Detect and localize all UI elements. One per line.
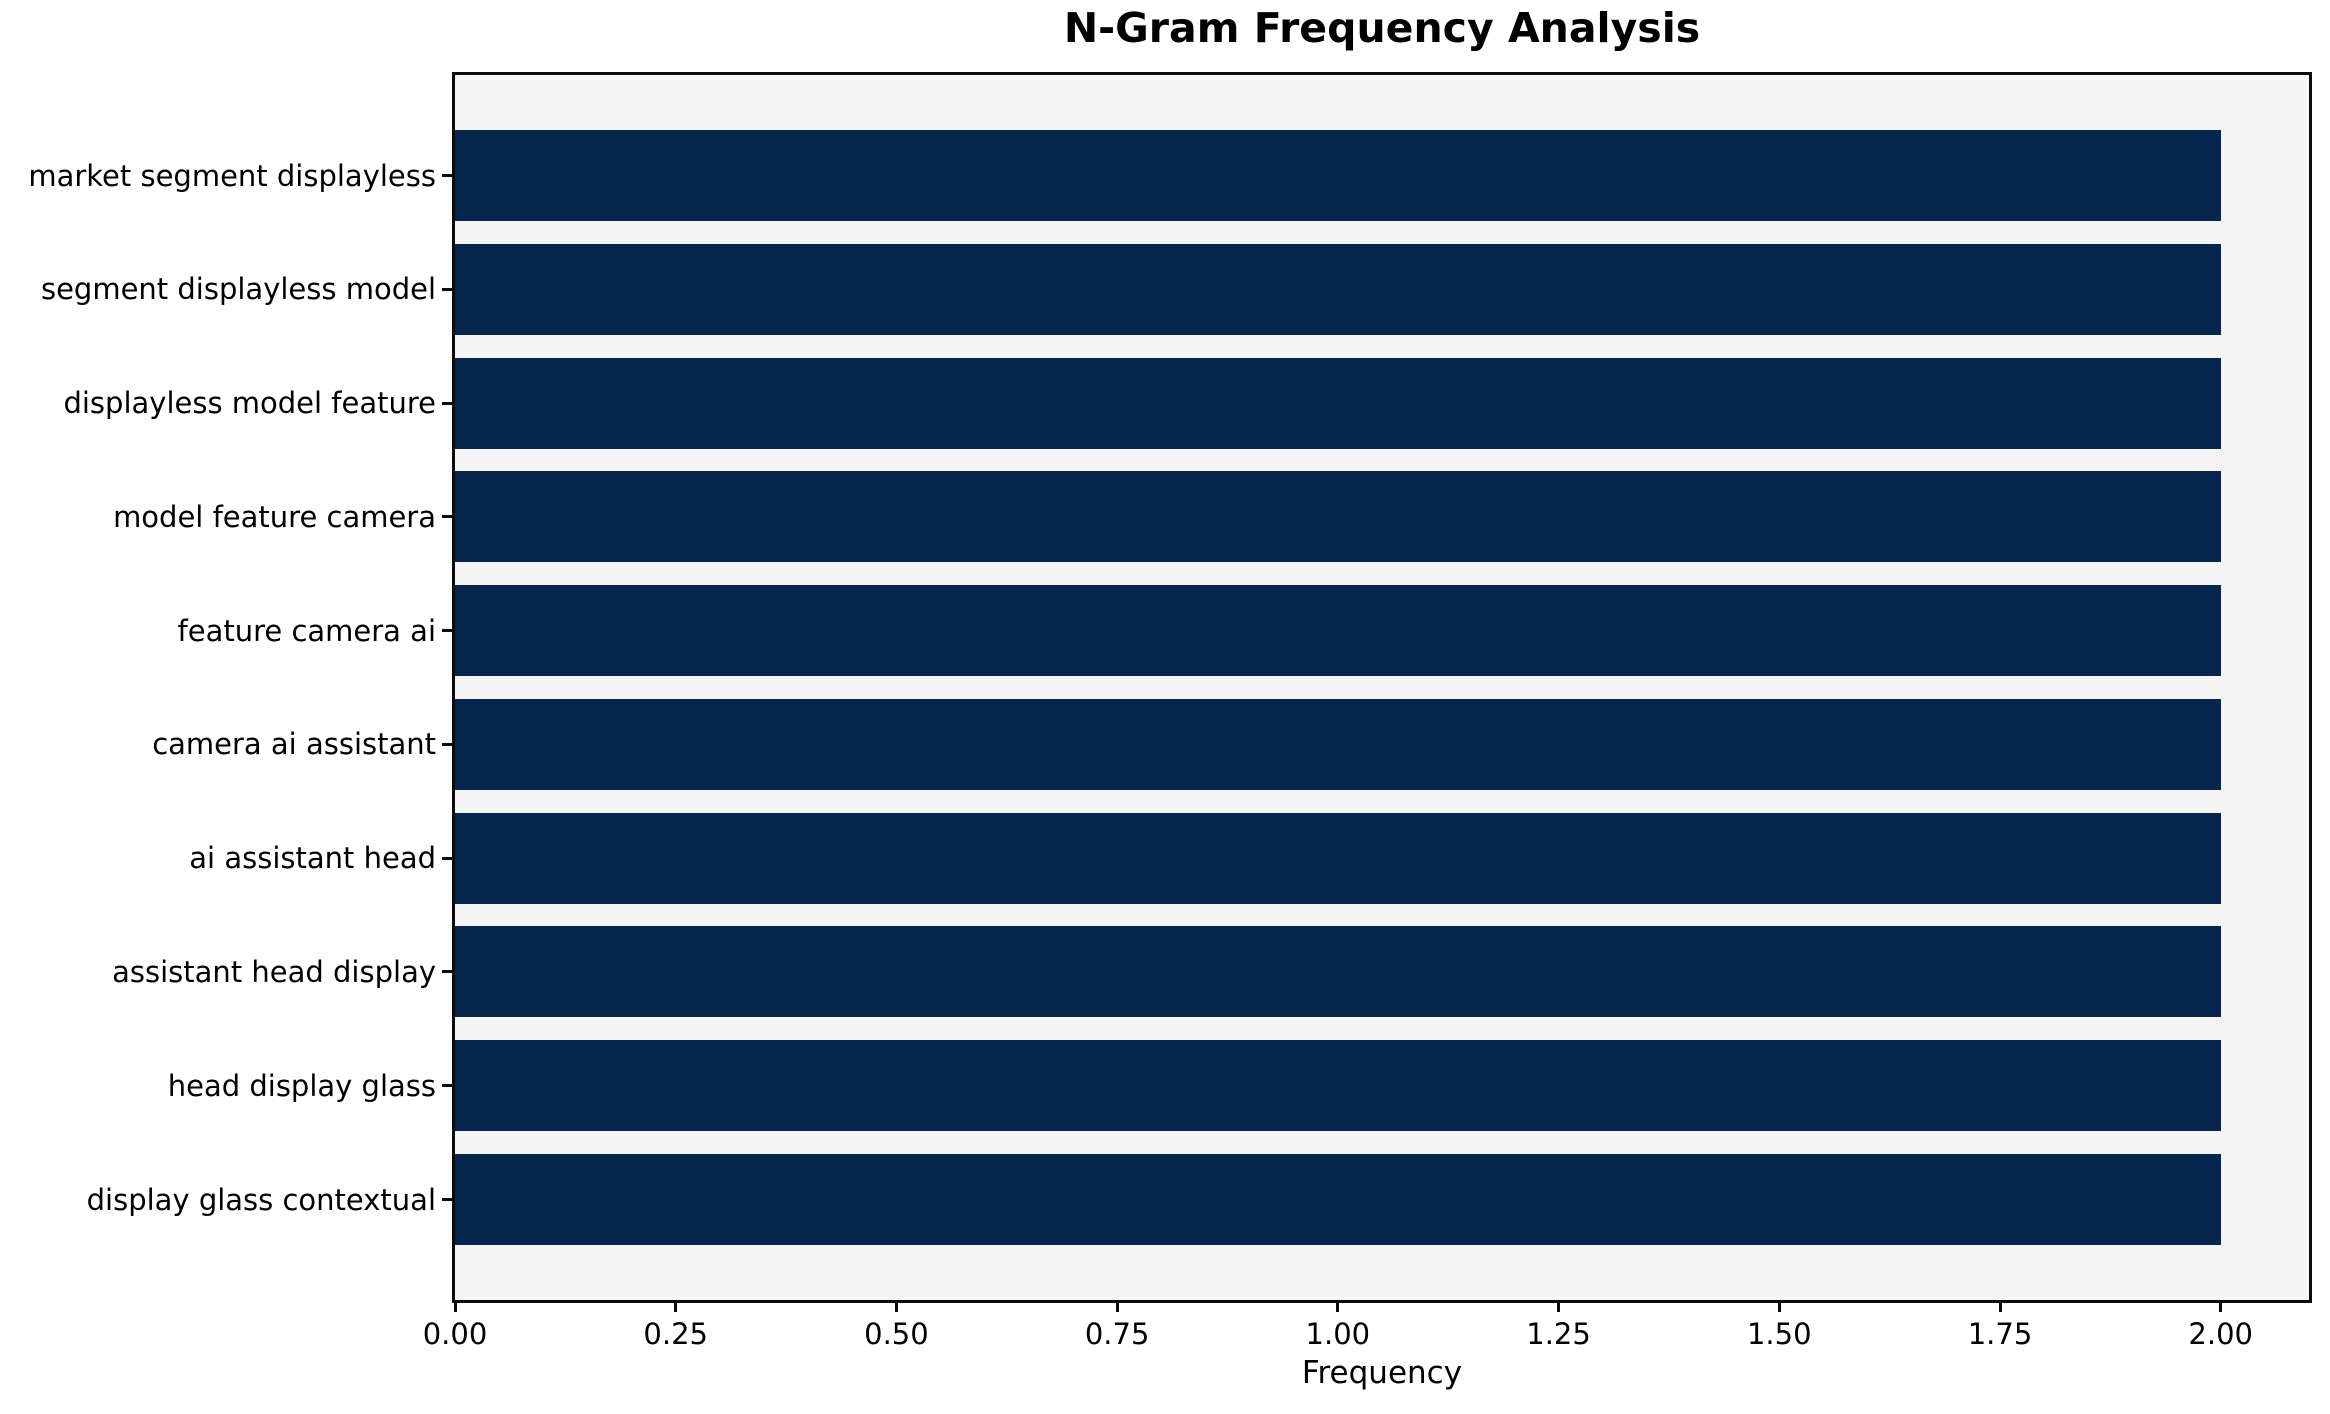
y-tick-label: head display glass [167, 1068, 436, 1103]
x-tick-mark [1777, 1303, 1781, 1312]
x-tick-mark [1998, 1303, 2002, 1312]
bar [455, 585, 2221, 677]
x-axis-label: Frequency [1301, 1355, 1463, 1391]
y-tick-mark [442, 1198, 452, 1201]
y-tick-label: feature camera ai [177, 613, 436, 648]
bar [455, 812, 2221, 904]
x-tick-label: 1.50 [1746, 1317, 1812, 1351]
y-tick-label: camera ai assistant [152, 727, 436, 762]
bar [455, 1040, 2221, 1132]
bar [455, 926, 2221, 1018]
bar [455, 471, 2221, 563]
y-tick-mark [442, 287, 452, 291]
x-tick-mark [894, 1303, 898, 1312]
bar [455, 698, 2221, 790]
y-tick-mark [442, 174, 452, 177]
x-tick-mark [1115, 1303, 1119, 1312]
x-tick-label: 0.25 [643, 1317, 708, 1351]
y-tick-label: ai assistant head [189, 841, 436, 876]
y-tick-mark [442, 629, 452, 633]
y-tick-label: segment displayless model [40, 272, 436, 307]
y-tick-label: display glass contextual [86, 1182, 436, 1217]
y-tick-mark [442, 401, 452, 405]
y-tick-mark [442, 1084, 452, 1088]
chart-title: N-Gram Frequency Analysis [1063, 4, 1701, 52]
y-tick-label: model feature camera [113, 499, 436, 534]
bar [455, 130, 2221, 221]
x-tick-mark [1336, 1303, 1340, 1312]
x-tick-mark [453, 1303, 457, 1312]
y-tick-label: market segment displayless [28, 158, 436, 193]
bar [455, 357, 2221, 449]
x-tick-label: 2.00 [2188, 1317, 2253, 1351]
y-tick-mark [442, 742, 452, 746]
x-tick-label: 1.75 [1967, 1317, 2033, 1351]
x-tick-label: 0.75 [1084, 1317, 1150, 1351]
x-tick-label: 1.25 [1526, 1317, 1591, 1351]
y-tick-label: displayless model feature [63, 386, 436, 421]
bar [455, 243, 2221, 335]
x-tick-mark [674, 1303, 678, 1312]
x-tick-label: 0.00 [422, 1317, 488, 1351]
y-tick-mark [442, 856, 452, 860]
x-tick-label: 0.50 [864, 1317, 929, 1351]
y-tick-label: assistant head display [112, 954, 436, 989]
x-tick-mark [1557, 1303, 1561, 1312]
x-tick-mark [2219, 1303, 2223, 1312]
bar [455, 1154, 2221, 1245]
y-tick-mark [442, 970, 452, 974]
x-tick-label: 1.00 [1305, 1317, 1371, 1351]
y-tick-mark [442, 515, 452, 519]
